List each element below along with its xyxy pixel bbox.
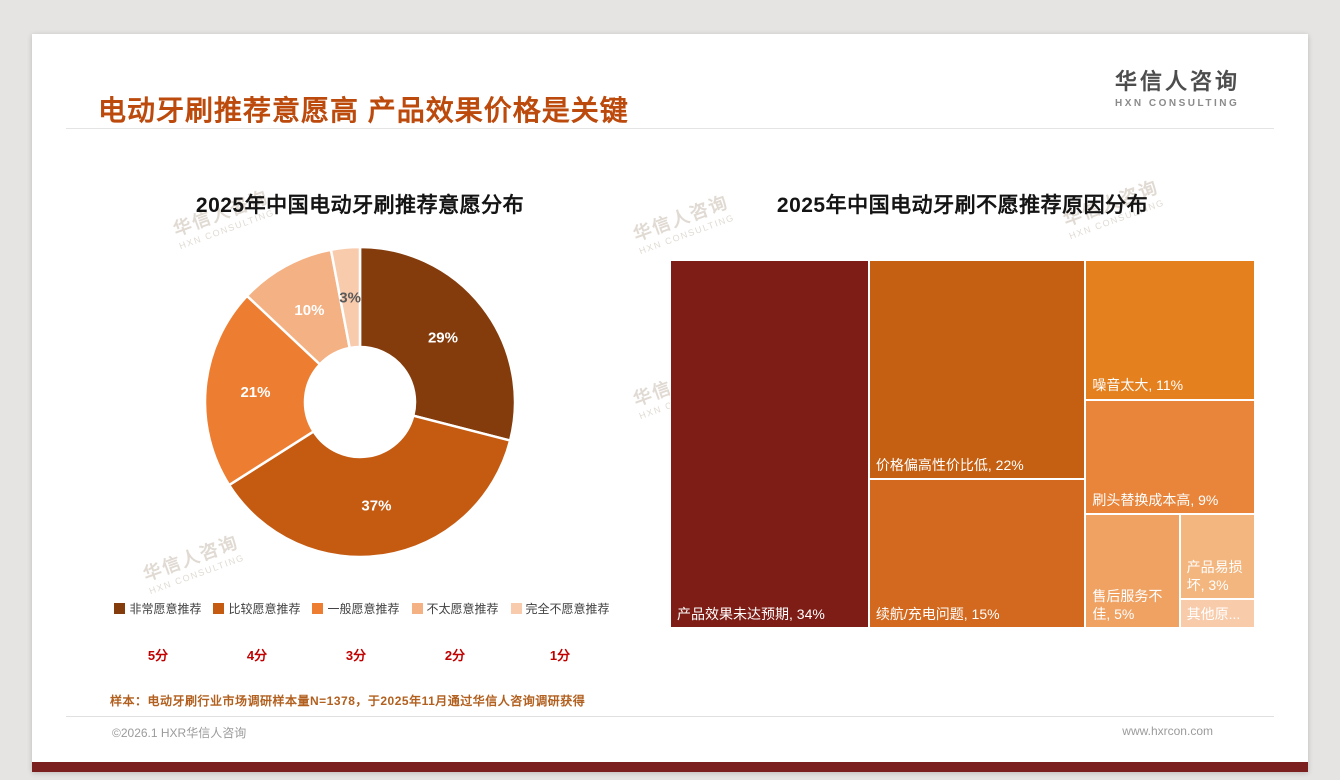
legend-label: 一般愿意推荐 bbox=[327, 602, 400, 616]
donut-chart: 29% 37% 21% 10% 3% bbox=[203, 245, 517, 559]
legend-label: 比较愿意推荐 bbox=[228, 602, 301, 616]
donut-value-label: 29% bbox=[428, 330, 458, 347]
page-title: 电动牙刷推荐意愿高 产品效果价格是关键 bbox=[98, 94, 629, 126]
donut-chart-title: 2025年中国电动牙刷推荐意愿分布 bbox=[195, 194, 525, 218]
treemap-chart: 产品效果未达预期, 34% 价格偏高性价比低, 22% 续航/充电问题, 15% 噪音… bbox=[670, 260, 1255, 628]
legend-swatch-icon bbox=[411, 603, 423, 614]
header-divider bbox=[66, 128, 1274, 129]
legend-col: 比较愿意推荐 4分 bbox=[213, 600, 300, 664]
donut-value-label: 21% bbox=[240, 384, 270, 401]
treemap-label: 产品易损坏, 3% bbox=[1186, 559, 1243, 594]
donut-value-label: 10% bbox=[294, 302, 324, 319]
legend-swatch-icon bbox=[312, 603, 324, 614]
treemap-label: 其他原... bbox=[1186, 605, 1241, 622]
legend-item: 比较愿意推荐 bbox=[213, 600, 300, 617]
treemap-block-7: 产品易损坏, 3% bbox=[1179, 513, 1255, 600]
donut-slice-1 bbox=[358, 245, 517, 443]
donut-slice-2 bbox=[227, 414, 512, 559]
legend-item: 一般愿意推荐 bbox=[312, 600, 400, 617]
bottom-accent-bar bbox=[32, 762, 1308, 772]
score-label: 2分 bbox=[444, 648, 466, 663]
logo-name: 华信人咨询 bbox=[1114, 69, 1240, 94]
score-label: 1分 bbox=[549, 648, 571, 663]
treemap-label: 售后服务不佳, 5% bbox=[1092, 587, 1163, 622]
treemap-block-8: 其他原... bbox=[1179, 599, 1255, 628]
footer-divider bbox=[66, 716, 1274, 717]
donut-slice-5 bbox=[329, 245, 362, 350]
score-label: 3分 bbox=[345, 648, 367, 663]
report-slide: 华信人咨询 HXN CONSULTING 华信人咨询 HXN CONSULTING 华信… bbox=[32, 34, 1308, 772]
company-logo: 华信人咨询 HXN CONSULTING bbox=[1115, 64, 1240, 109]
treemap-label: 刷头替换成本高, 9% bbox=[1092, 491, 1219, 508]
treemap-block-4: 噪音太大, 11% bbox=[1085, 260, 1255, 400]
donut-value-label: 37% bbox=[361, 498, 391, 515]
legend-col: 不太愿意推荐 2分 bbox=[411, 600, 499, 664]
donut-slice-3 bbox=[203, 294, 322, 487]
treemap-label: 产品效果未达预期, 34% bbox=[677, 605, 825, 622]
treemap-block-1: 产品效果未达预期, 34% bbox=[670, 260, 869, 628]
legend-swatch-icon bbox=[213, 603, 225, 614]
legend-col: 一般愿意推荐 3分 bbox=[312, 600, 400, 664]
treemap-label: 价格偏高性价比低, 22% bbox=[875, 456, 1024, 473]
treemap-block-5: 刷头替换成本高, 9% bbox=[1085, 399, 1255, 514]
website-text: www.hxrcon.com bbox=[1122, 724, 1213, 738]
legend-label: 不太愿意推荐 bbox=[426, 602, 499, 616]
sample-footnote: 样本：电动牙刷行业市场调研样本量N=1378，于2025年11月通过华信人咨询调… bbox=[110, 694, 586, 708]
legend-swatch-icon bbox=[114, 603, 126, 614]
legend-col: 非常愿意推荐 5分 bbox=[114, 600, 201, 664]
legend-item: 非常愿意推荐 bbox=[114, 600, 201, 617]
legend-item: 不太愿意推荐 bbox=[411, 600, 499, 617]
treemap-block-3: 续航/充电问题, 15% bbox=[868, 478, 1086, 628]
treemap-block-6: 售后服务不佳, 5% bbox=[1085, 513, 1180, 628]
legend-col: 完全不愿意推荐 1分 bbox=[510, 600, 610, 664]
legend-label: 完全不愿意推荐 bbox=[525, 602, 610, 616]
treemap-chart-title: 2025年中国电动牙刷不愿推荐原因分布 bbox=[776, 194, 1149, 218]
score-label: 4分 bbox=[246, 648, 268, 663]
legend-swatch-icon bbox=[510, 603, 522, 614]
treemap-label: 噪音太大, 11% bbox=[1092, 377, 1184, 394]
donut-value-label: 3% bbox=[339, 289, 361, 306]
legend-label: 非常愿意推荐 bbox=[129, 602, 202, 616]
copyright-text: ©2026.1 HXR华信人咨询 bbox=[112, 726, 247, 740]
legend-item: 完全不愿意推荐 bbox=[510, 600, 610, 617]
score-label: 5分 bbox=[147, 648, 169, 663]
treemap-block-2: 价格偏高性价比低, 22% bbox=[868, 260, 1086, 479]
donut-legend: 非常愿意推荐 5分 比较愿意推荐 4分 一般愿意推荐 3分 不太愿意推荐 2分 完全不愿意推荐 1… bbox=[92, 600, 632, 664]
logo-tagline: HXN CONSULTING bbox=[1114, 98, 1240, 109]
treemap-label: 续航/充电问题, 15% bbox=[875, 605, 1000, 622]
